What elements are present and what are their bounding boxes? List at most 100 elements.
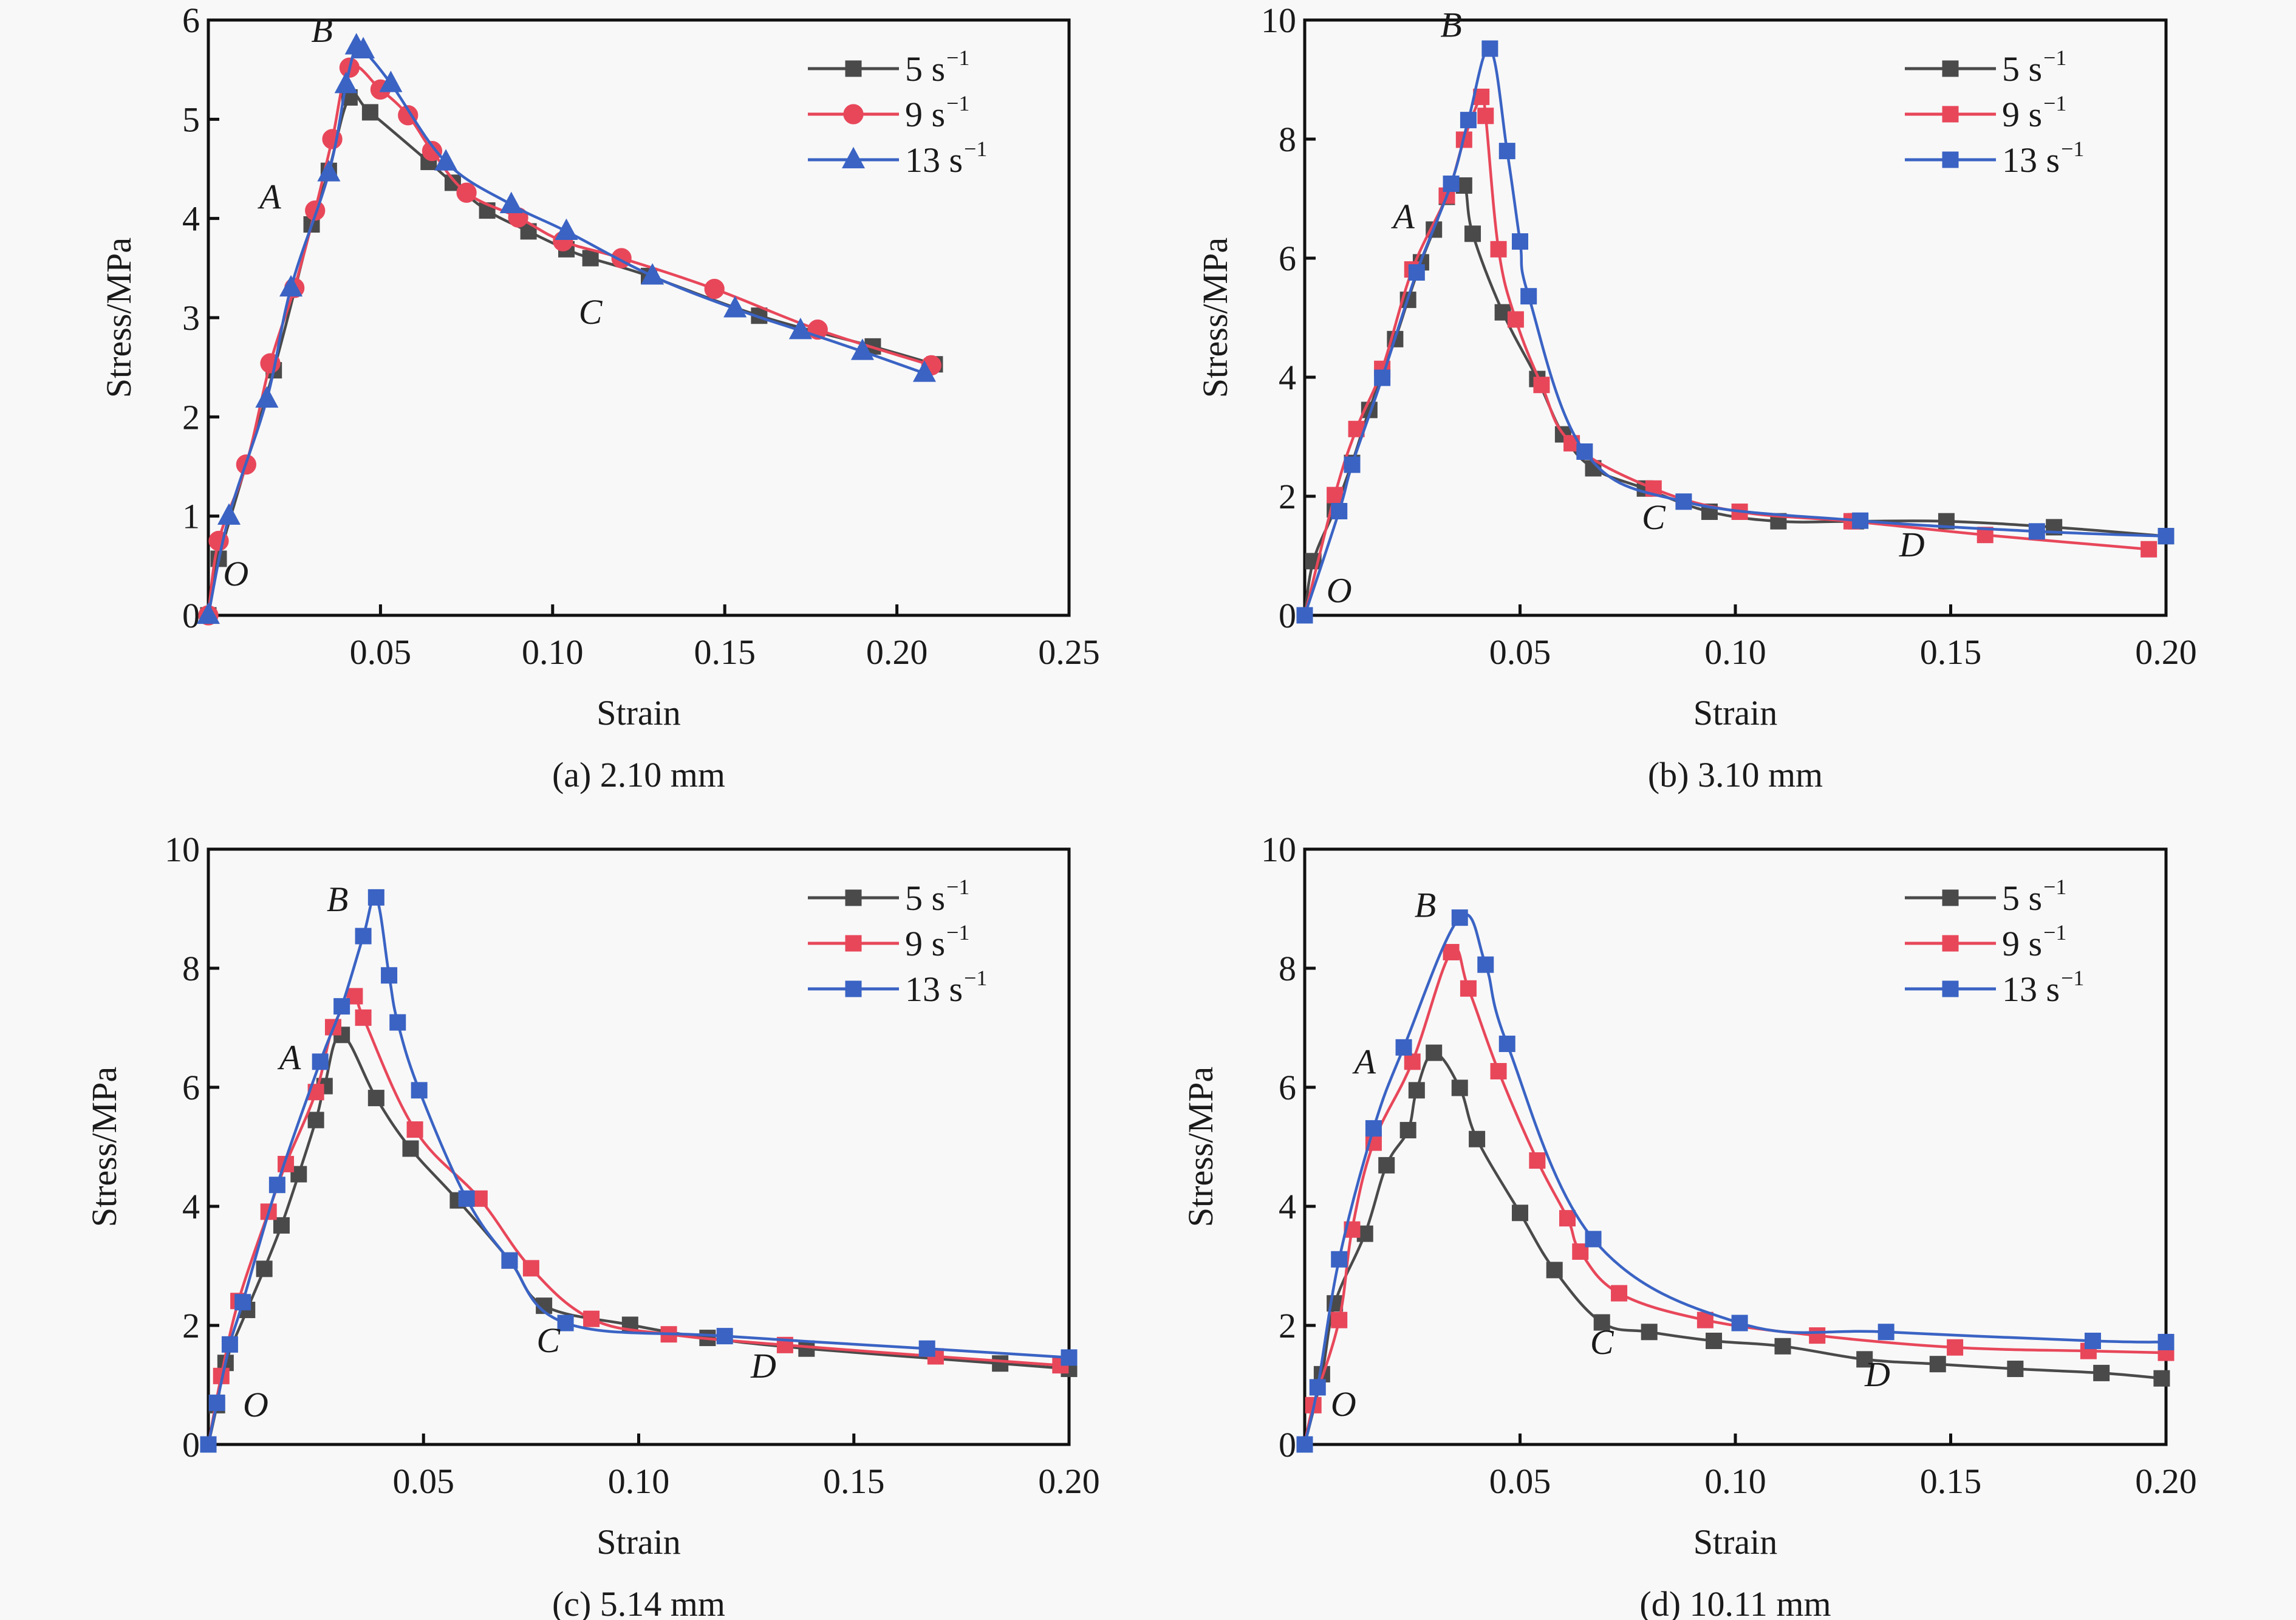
- stage-label-O: O: [243, 1385, 268, 1424]
- data-point: [1852, 512, 1869, 529]
- data-point: [196, 602, 220, 624]
- data-point: [583, 1310, 600, 1327]
- data-point: [2153, 1370, 2170, 1387]
- data-point: [1443, 176, 1460, 192]
- stage-label-B: B: [1440, 5, 1461, 44]
- data-point: [290, 1166, 307, 1183]
- data-point: [582, 250, 599, 267]
- data-point: [788, 318, 812, 340]
- data-point: [434, 149, 458, 171]
- data-point: [1460, 980, 1477, 997]
- stage-label-B: B: [327, 880, 348, 919]
- data-point: [641, 263, 665, 285]
- y-tick-label: 6: [1279, 1068, 1296, 1107]
- data-point: [406, 1121, 423, 1138]
- legend-label-exponent: −1: [2043, 920, 2066, 945]
- stage-label-O: O: [1327, 570, 1352, 610]
- x-tick-label: 0.20: [2135, 1461, 2197, 1501]
- y-tick-label: 5: [182, 100, 200, 139]
- data-point: [850, 338, 874, 360]
- series-5s-per-s: [1296, 1044, 2170, 1453]
- series-line: [207, 895, 1071, 1446]
- x-tick-label: 0.05: [393, 1461, 455, 1501]
- data-point: [2028, 523, 2045, 540]
- data-point: [307, 1112, 324, 1129]
- data-point: [1404, 1053, 1421, 1070]
- data-point: [312, 1053, 329, 1070]
- legend-label-exponent: −1: [2061, 137, 2084, 161]
- data-point: [1929, 1356, 1946, 1373]
- legend-label-base: 5 s: [2002, 878, 2042, 918]
- legend-label-base: 13 s: [2002, 969, 2060, 1009]
- stage-label-D: D: [1899, 525, 1925, 564]
- data-point: [1469, 1130, 1486, 1147]
- x-tick-label: 0.10: [1704, 1461, 1766, 1501]
- data-point: [1675, 493, 1692, 510]
- data-point: [458, 1190, 475, 1207]
- y-axis-title: Stress/MPa: [1195, 238, 1235, 398]
- legend-label: 9 s−1: [2002, 920, 2066, 963]
- data-point: [1498, 143, 1515, 160]
- data-point: [2007, 1361, 2024, 1378]
- data-point: [217, 503, 241, 525]
- data-point: [1706, 1332, 1723, 1349]
- legend-label: 9 s−1: [2002, 91, 2066, 134]
- data-point: [1061, 1349, 1078, 1366]
- y-tick-label: 8: [1279, 949, 1296, 988]
- legend-marker: [1942, 151, 1959, 168]
- panel-caption: (a) 2.10 mm: [552, 755, 725, 795]
- y-tick-label: 8: [182, 949, 200, 988]
- legend-label: 9 s−1: [905, 920, 969, 963]
- data-point: [918, 1340, 935, 1357]
- data-point: [1856, 1351, 1873, 1368]
- data-point: [221, 1336, 238, 1353]
- data-point: [255, 386, 279, 408]
- x-tick-label: 0.05: [350, 632, 412, 672]
- x-tick-label: 0.15: [823, 1461, 885, 1501]
- y-tick-label: 4: [182, 1187, 200, 1226]
- legend-label: 9 s−1: [905, 91, 969, 134]
- data-point: [1490, 241, 1507, 258]
- data-point: [1296, 607, 1313, 624]
- legend-item: 9 s−1: [808, 91, 969, 134]
- x-tick-label: 0.20: [2135, 632, 2197, 672]
- x-axis-title: Strain: [1693, 693, 1778, 733]
- y-tick-label: 2: [1279, 477, 1296, 516]
- data-point: [1520, 288, 1537, 305]
- legend-marker: [845, 60, 862, 77]
- legend-label-exponent: −1: [2061, 966, 2084, 990]
- series-line: [1303, 1051, 2164, 1446]
- data-point: [716, 1328, 733, 1345]
- data-point: [1365, 1120, 1382, 1137]
- data-point: [2084, 1332, 2101, 1349]
- y-tick-label: 2: [182, 397, 200, 437]
- data-point: [268, 1177, 285, 1194]
- data-point: [912, 360, 936, 382]
- stage-label-A: A: [1352, 1042, 1376, 1081]
- panel-c: 0.05 0.10 0.15 0.20 0 2 4 6 8 10 Strain Stress/MPa (…: [84, 830, 1100, 1620]
- y-tick-label: 4: [182, 199, 200, 239]
- legend-item: 13 s−1: [1905, 966, 2084, 1009]
- data-point: [1512, 1205, 1528, 1222]
- legend-label-exponent: −1: [2043, 46, 2066, 70]
- series-13s-per-s: [1296, 40, 2175, 624]
- stage-label-C: C: [536, 1321, 561, 1360]
- y-axis-title: Stress/MPa: [1181, 1067, 1220, 1227]
- y-tick-label: 0: [182, 596, 200, 635]
- data-point: [1774, 1338, 1791, 1355]
- y-tick-label: 6: [182, 1068, 200, 1107]
- stage-label-B: B: [1415, 886, 1436, 925]
- data-point: [367, 889, 384, 906]
- x-tick-label: 0.05: [1489, 1461, 1551, 1501]
- legend-label-exponent: −1: [964, 137, 987, 161]
- data-point: [200, 1436, 217, 1453]
- legend-label-exponent: −1: [946, 91, 969, 115]
- legend-label-base: 13 s: [905, 140, 963, 180]
- data-point: [2158, 528, 2175, 545]
- y-tick-label: 2: [182, 1306, 200, 1345]
- data-point: [208, 1394, 225, 1411]
- panel-caption: (b) 3.10 mm: [1648, 755, 1823, 795]
- legend-label: 13 s−1: [2002, 966, 2084, 1009]
- data-point: [1331, 1311, 1348, 1328]
- x-tick-label: 0.10: [522, 632, 584, 672]
